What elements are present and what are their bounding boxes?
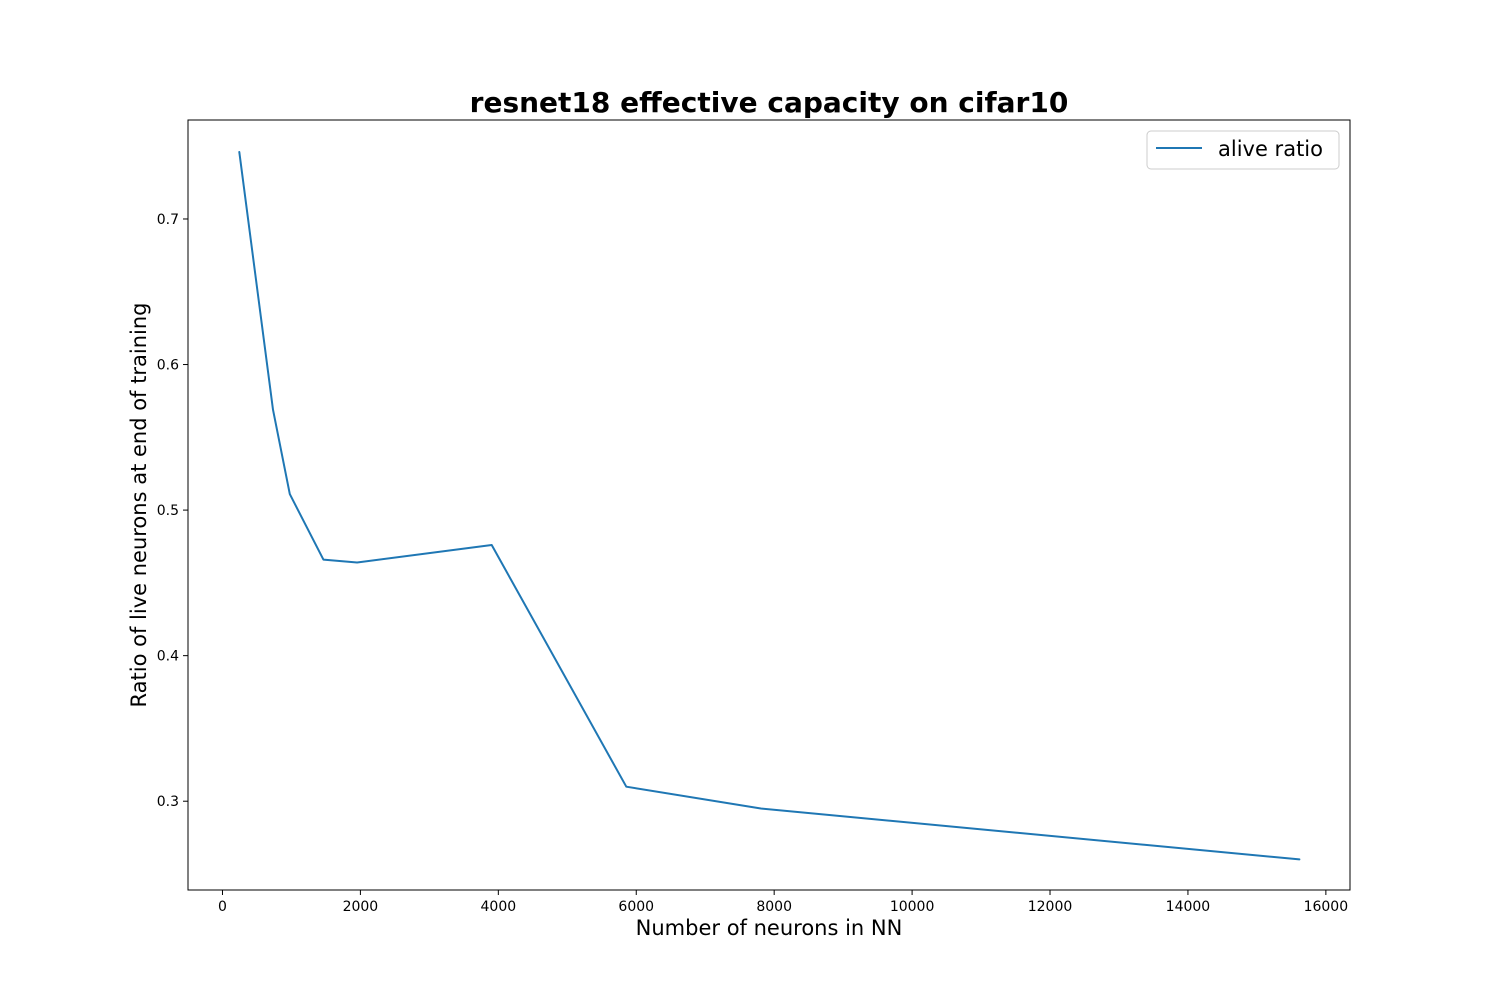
series-layer [238,151,1301,861]
legend: alive ratio [1146,130,1340,170]
y-axis-label: Ratio of live neurons at end of training [127,303,151,708]
x-tick-label: 12000 [1028,899,1073,915]
x-tick-label: 6000 [618,899,654,915]
series-line-alive-ratio [238,151,1301,861]
y-tick-label: 0.6 [157,358,179,374]
plot-frame [187,119,1351,891]
chart-title: resnet18 effective capacity on cifar10 [470,86,1069,119]
plot-area: 0 2000 4000 6000 8000 10000 12000 14000 16000 0.… [157,119,1351,915]
x-tick-label: 16000 [1304,899,1349,915]
x-tick-label: 2000 [343,899,379,915]
y-tick-label: 0.4 [157,649,179,665]
x-tick-label: 4000 [481,899,517,915]
y-tick-label: 0.7 [157,212,179,228]
legend-box [1146,130,1340,170]
x-tick-label: 8000 [756,899,792,915]
y-tick-label: 0.3 [157,794,179,810]
x-tick-label: 14000 [1166,899,1211,915]
x-axis-ticks: 0 2000 4000 6000 8000 10000 12000 14000 16000 [218,890,1348,915]
x-tick-label: 10000 [890,899,935,915]
legend-entry-alive-ratio: alive ratio [1218,137,1323,161]
y-tick-label: 0.5 [157,503,179,519]
x-tick-label: 0 [218,899,227,915]
x-axis-label: Number of neurons in NN [636,916,903,940]
y-axis-ticks: 0.3 0.4 0.5 0.6 0.7 [157,212,188,810]
